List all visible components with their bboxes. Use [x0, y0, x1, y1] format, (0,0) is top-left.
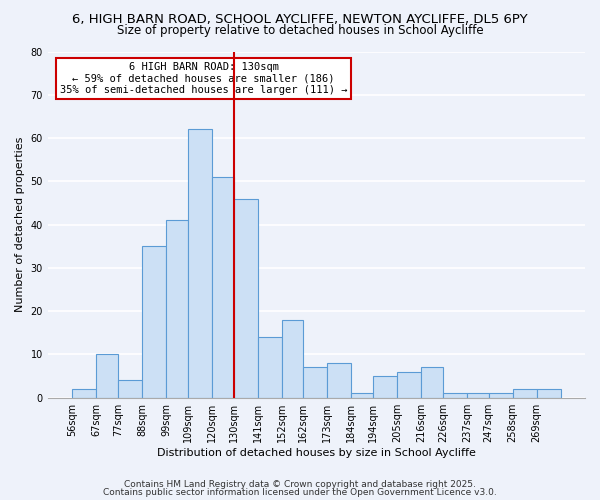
Text: Size of property relative to detached houses in School Aycliffe: Size of property relative to detached ho… [116, 24, 484, 37]
Bar [233, 198, 257, 398]
Bar [188, 130, 212, 398]
Bar [467, 394, 488, 398]
Text: 6, HIGH BARN ROAD, SCHOOL AYCLIFFE, NEWTON AYCLIFFE, DL5 6PY: 6, HIGH BARN ROAD, SCHOOL AYCLIFFE, NEWT… [72, 12, 528, 26]
X-axis label: Distribution of detached houses by size in School Aycliffe: Distribution of detached houses by size … [157, 448, 476, 458]
Bar [304, 368, 327, 398]
Bar [212, 177, 233, 398]
Bar [373, 376, 397, 398]
Bar [397, 372, 421, 398]
Text: Contains public sector information licensed under the Open Government Licence v3: Contains public sector information licen… [103, 488, 497, 497]
Bar [118, 380, 142, 398]
Bar [166, 220, 188, 398]
Y-axis label: Number of detached properties: Number of detached properties [15, 137, 25, 312]
Text: 6 HIGH BARN ROAD: 130sqm
← 59% of detached houses are smaller (186)
35% of semi-: 6 HIGH BARN ROAD: 130sqm ← 59% of detach… [60, 62, 347, 95]
Bar [281, 320, 304, 398]
Bar [536, 389, 560, 398]
Bar [142, 246, 166, 398]
Bar [421, 368, 443, 398]
Bar [257, 337, 281, 398]
Bar [443, 394, 467, 398]
Bar [96, 354, 118, 398]
Bar [512, 389, 536, 398]
Bar [72, 389, 96, 398]
Bar [351, 394, 373, 398]
Bar [327, 363, 351, 398]
Bar [488, 394, 512, 398]
Text: Contains HM Land Registry data © Crown copyright and database right 2025.: Contains HM Land Registry data © Crown c… [124, 480, 476, 489]
